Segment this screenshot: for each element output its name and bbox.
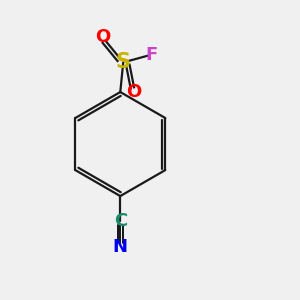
Text: N: N: [113, 238, 128, 256]
Text: S: S: [116, 52, 131, 72]
Text: F: F: [146, 46, 158, 64]
Text: O: O: [95, 28, 110, 46]
Text: C: C: [114, 212, 127, 230]
Text: O: O: [126, 83, 141, 101]
